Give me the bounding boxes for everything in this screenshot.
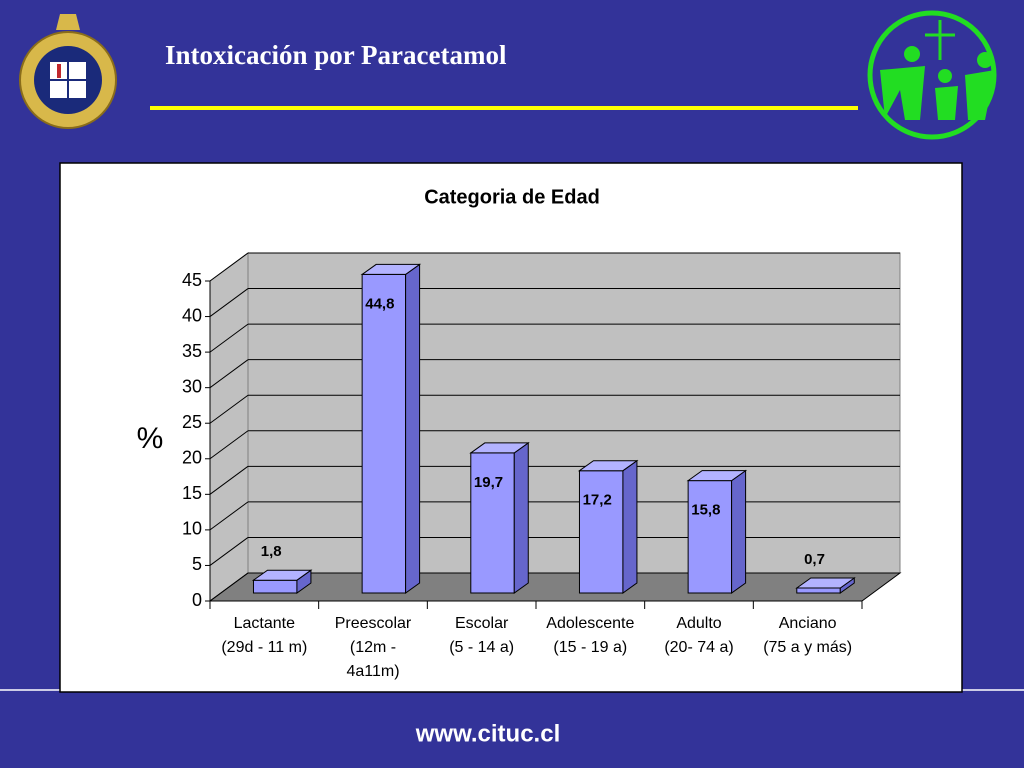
- bar-side: [513, 441, 529, 594]
- grid-line-side: [209, 394, 249, 424]
- y-tick-label: 35: [182, 341, 202, 361]
- grid-line-side: [209, 252, 249, 282]
- bar-front: [687, 480, 733, 594]
- university-logo: [19, 14, 117, 129]
- value-label: 0,7: [804, 551, 825, 568]
- bar: [577, 459, 639, 594]
- x-tick-label: Adolescente (15 - 19 a): [546, 615, 635, 656]
- x-tick-label: Anciano (75 a y más): [763, 615, 853, 656]
- x-tick-label: Preescolar (12m - 4a11m): [334, 615, 412, 680]
- value-label: 44,8: [365, 295, 394, 312]
- bar-top: [360, 263, 422, 275]
- bar-top: [795, 577, 856, 589]
- back-wall: [247, 252, 901, 574]
- value-label: 19,7: [474, 474, 503, 491]
- x-tick-label: Lactante (29d - 11 m): [221, 615, 308, 656]
- floor: [208, 572, 902, 602]
- bar-side: [731, 469, 747, 594]
- x-tick-label: Adulto (20- 74 a): [664, 615, 734, 656]
- y-tick-label: 5: [192, 554, 202, 574]
- cituc-logo: [867, 10, 997, 140]
- bar-front: [796, 587, 841, 594]
- bar-front: [578, 470, 624, 594]
- bar-top: [577, 460, 639, 472]
- bar-top: [686, 470, 748, 482]
- chart-title: Categoria de Edad: [424, 186, 600, 208]
- y-tick-label: 25: [182, 412, 202, 432]
- bar-top: [469, 442, 530, 454]
- bar-side: [622, 459, 638, 594]
- y-tick-label: 30: [182, 376, 202, 396]
- y-axis-label: %: [137, 422, 164, 455]
- value-label: 1,8: [261, 543, 282, 560]
- y-tick-label: 20: [182, 448, 202, 468]
- grid-line-side: [209, 537, 249, 566]
- y-tick-label: 15: [182, 483, 202, 503]
- grid-line-side: [209, 288, 249, 317]
- y-tick-label: 10: [182, 519, 202, 539]
- bar: [469, 441, 530, 594]
- grid-line-side: [209, 359, 249, 389]
- bar-front: [252, 579, 298, 594]
- grid-line-side: [209, 465, 249, 495]
- grid-line-side: [209, 323, 249, 353]
- grid-line-side: [209, 572, 249, 602]
- side-wall: [209, 252, 249, 602]
- grid-line-side: [209, 430, 249, 460]
- bar-top: [251, 569, 313, 581]
- y-tick-label: 40: [182, 305, 202, 325]
- slide-title: Intoxicación por Paracetamol: [165, 40, 507, 70]
- value-label: 15,8: [691, 502, 720, 519]
- y-tick-label: 0: [192, 590, 202, 610]
- bar: [795, 577, 856, 594]
- y-tick-label: 45: [182, 270, 202, 290]
- bar: [360, 263, 422, 594]
- x-tick-label: Escolar (5 - 14 a): [449, 615, 515, 656]
- plot-area: 0 5 10 15 20 25 30 35 40 45 1,8 44,8 19,7 17,2 15,8 0,7: [182, 252, 902, 610]
- bar: [251, 569, 313, 594]
- bar-side: [405, 263, 421, 594]
- grid-line-side: [209, 501, 249, 531]
- value-label: 17,2: [583, 492, 612, 509]
- footer-url: www.cituc.cl: [415, 720, 560, 747]
- bar-front: [361, 273, 407, 594]
- bar: [686, 469, 748, 594]
